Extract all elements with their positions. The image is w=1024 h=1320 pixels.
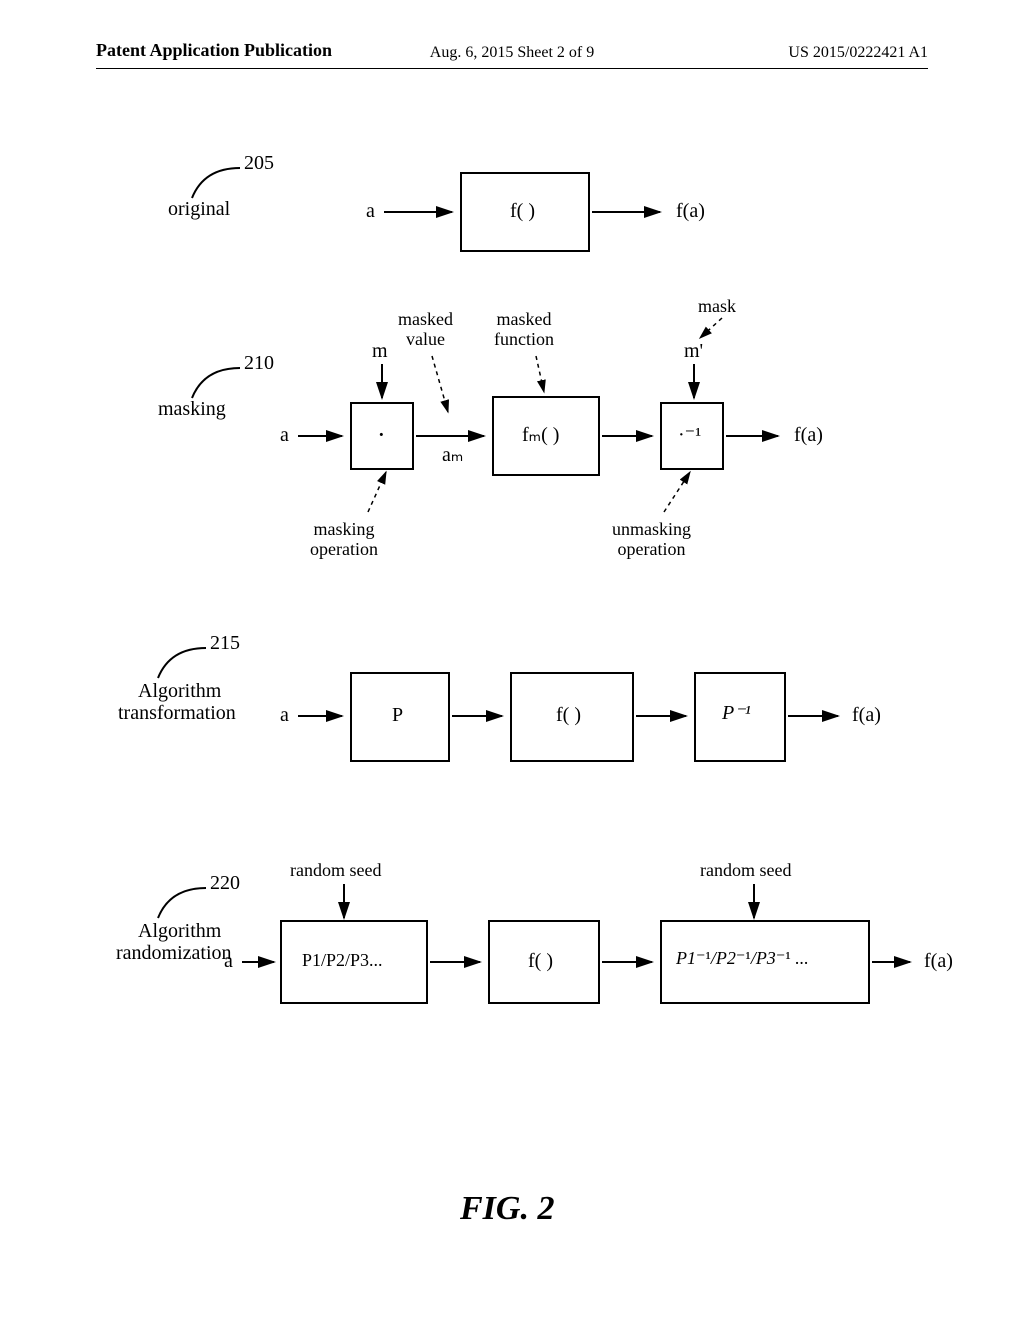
row2-maskop-label: maskingoperation — [310, 520, 378, 560]
row3-arrow-mid2 — [634, 704, 696, 728]
callout-num-210: 210 — [244, 352, 274, 375]
row2-dashed-mask — [694, 314, 734, 344]
row3-box1-text: P — [392, 704, 403, 727]
row1-out: f(a) — [676, 200, 705, 223]
row4-arrow-in — [240, 950, 282, 974]
row-label-original: original — [168, 198, 230, 221]
row2-dashed-maskop — [322, 466, 392, 526]
row3-arrow-out — [786, 704, 848, 728]
row4-box2-text: f( ) — [528, 950, 553, 973]
row4-seed-right: random seed — [700, 860, 791, 881]
callout-num-220: 220 — [210, 872, 240, 895]
row3-box3-text: P⁻¹ — [722, 700, 751, 725]
row2-out: f(a) — [794, 424, 823, 447]
row2-m-in: m — [372, 340, 388, 363]
row3-label-l1: Algorithm — [138, 680, 221, 703]
header-rule — [96, 68, 928, 69]
row4-out: f(a) — [924, 950, 953, 973]
row2-in-a: a — [280, 424, 289, 447]
row4-arrow-mid2 — [600, 950, 662, 974]
row2-box1-text: · — [377, 420, 386, 450]
row4-arrow-mid1 — [428, 950, 490, 974]
row2-arrow-mid2 — [600, 424, 662, 448]
row1-in-a: a — [366, 200, 375, 223]
callout-num-205: 205 — [244, 152, 274, 175]
row4-box3-text: P1⁻¹/P2⁻¹/P3⁻¹ ... — [676, 948, 809, 969]
row2-am: aₘ — [442, 442, 463, 467]
row2-dashed-maskedvalue — [422, 352, 472, 422]
row2-box3-text: ·⁻¹ — [678, 422, 701, 447]
figure-label: FIG. 2 — [460, 1190, 554, 1228]
row2-box2-text: fₘ( ) — [522, 422, 559, 447]
row3-arrow-in — [296, 704, 352, 728]
row1-arrow-in — [382, 200, 462, 224]
row4-arrow-out — [870, 950, 920, 974]
row3-in-a: a — [280, 704, 289, 727]
row2-arrow-mprime — [682, 362, 706, 406]
row4-seed-left: random seed — [290, 860, 381, 881]
row3-box2-text: f( ) — [556, 704, 581, 727]
row4-in-a: a — [224, 950, 233, 973]
row2-arrow-in — [296, 424, 352, 448]
row-label-masking: masking — [158, 398, 226, 421]
row3-label-l2: transformation — [118, 702, 236, 725]
callout-num-215: 215 — [210, 632, 240, 655]
row1-box-text: f( ) — [510, 200, 535, 223]
row1-arrow-out — [590, 200, 670, 224]
row3-arrow-mid1 — [450, 704, 512, 728]
header-right: US 2015/0222421 A1 — [788, 44, 928, 62]
row2-arrow-out — [724, 424, 788, 448]
page: Patent Application Publication Aug. 6, 2… — [0, 0, 1024, 1320]
row2-maskedfn-label: maskedfunction — [494, 310, 554, 350]
row3-out: f(a) — [852, 704, 881, 727]
row2-arrow-m-in — [370, 362, 394, 406]
row2-dashed-maskedfn — [520, 352, 560, 400]
row2-dashed-unmask — [650, 466, 710, 526]
row4-label-l1: Algorithm — [138, 920, 221, 943]
row2-unmaskop-label: unmaskingoperation — [612, 520, 691, 560]
row2-maskedvalue-label: maskedvalue — [398, 310, 453, 350]
row4-label-l2: randomization — [116, 942, 232, 965]
row4-box1-text: P1/P2/P3... — [302, 950, 383, 971]
